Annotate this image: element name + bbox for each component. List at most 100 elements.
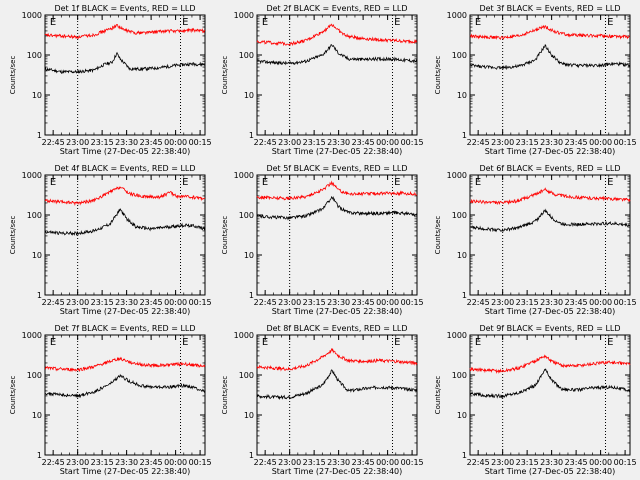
x-tick-label: 00:00 (164, 458, 187, 467)
x-tick-label: 23:00 (66, 458, 89, 467)
marker-letter: E (182, 337, 188, 348)
marker-letter: E (475, 177, 481, 188)
x-tick-label: 00:15 (401, 458, 424, 467)
y-tick-label: 1 (249, 131, 254, 140)
marker-letter: E (262, 17, 268, 28)
x-tick-label: 00:00 (164, 138, 187, 147)
plot-frame (469, 14, 631, 136)
x-axis-label: Start Time (27-Dec-05 22:38:40) (485, 467, 616, 476)
y-tick-label: 100 (239, 51, 254, 60)
lld-series-line (44, 23, 206, 40)
y-tick-label: 1 (462, 291, 467, 300)
y-tick-label: 1 (249, 451, 254, 460)
x-tick-label: 00:15 (189, 138, 212, 147)
y-tick-label: 1 (462, 451, 467, 460)
events-series-line (44, 51, 206, 74)
chart-panel-7: Det 7f BLACK = Events, RED = LLD 1 10 100 10… (9, 324, 212, 476)
x-tick-label: 22:45 (42, 458, 65, 467)
x-tick-label: 23:45 (140, 458, 163, 467)
x-tick-label: 23:15 (91, 138, 114, 147)
y-axis-label: Counts/sec (434, 56, 442, 95)
x-tick-label: 00:15 (614, 138, 637, 147)
events-series-line (44, 207, 206, 237)
marker-letter: E (475, 337, 481, 348)
y-tick-label: 1000 (22, 331, 42, 340)
marker-letter: E (607, 17, 613, 28)
chart-panel-9: Det 9f BLACK = Events, RED = LLD 1 10 100 10… (434, 324, 637, 476)
x-tick-label: 00:00 (589, 138, 612, 147)
y-tick-label: 1000 (447, 171, 467, 180)
y-tick-label: 1000 (447, 11, 467, 20)
y-tick-label: 100 (239, 371, 254, 380)
events-series-line (469, 208, 631, 233)
x-tick-label: 23:45 (352, 458, 375, 467)
y-tick-label: 1000 (234, 11, 254, 20)
x-tick-label: 00:15 (189, 458, 212, 467)
x-tick-label: 23:30 (115, 298, 138, 307)
y-axis-label: Counts/sec (221, 56, 229, 95)
y-tick-label: 10 (457, 251, 467, 260)
events-series-line (44, 373, 206, 399)
y-tick-label: 10 (32, 91, 42, 100)
plot-frame (469, 334, 631, 456)
x-tick-label: 23:45 (352, 138, 375, 147)
x-tick-label: 23:15 (516, 138, 539, 147)
x-tick-label: 23:15 (91, 458, 114, 467)
y-tick-label: 10 (457, 411, 467, 420)
events-series-line (469, 368, 631, 399)
y-tick-label: 10 (244, 91, 254, 100)
lld-series-line (469, 24, 630, 41)
x-tick-label: 00:15 (614, 458, 637, 467)
lld-series-line (469, 187, 631, 206)
x-tick-label: 00:15 (401, 298, 424, 307)
chart-panel-5: Det 5f BLACK = Events, RED = LLD 1 10 100 10… (221, 164, 424, 316)
y-tick-label: 1000 (22, 171, 42, 180)
x-tick-label: 23:15 (91, 298, 114, 307)
x-tick-label: 00:15 (401, 138, 424, 147)
y-tick-label: 100 (27, 211, 42, 220)
marker-letter: E (394, 337, 400, 348)
x-tick-label: 23:45 (565, 138, 588, 147)
y-tick-label: 10 (32, 411, 42, 420)
x-tick-label: 23:00 (491, 138, 514, 147)
y-tick-label: 1000 (234, 331, 254, 340)
x-tick-label: 23:00 (66, 138, 89, 147)
x-axis-label: Start Time (27-Dec-05 22:38:40) (485, 147, 616, 156)
marker-letter: E (50, 17, 56, 28)
marker-letter: E (50, 337, 56, 348)
x-tick-label: 23:00 (278, 298, 301, 307)
x-axis-label: Start Time (27-Dec-05 22:38:40) (272, 467, 403, 476)
lld-series-line (44, 186, 206, 206)
y-tick-label: 1000 (234, 171, 254, 180)
plot-frame (256, 334, 418, 456)
events-series-line (256, 369, 418, 401)
y-tick-label: 1000 (22, 11, 42, 20)
marker-letter: E (262, 177, 268, 188)
chart-title: Det 6f BLACK = Events, RED = LLD (479, 164, 620, 173)
x-tick-label: 23:30 (327, 298, 350, 307)
x-tick-label: 00:00 (589, 458, 612, 467)
x-tick-label: 22:45 (254, 138, 277, 147)
chart-title: Det 4f BLACK = Events, RED = LLD (54, 164, 195, 173)
lld-series-line (256, 23, 418, 47)
x-tick-label: 22:45 (467, 458, 490, 467)
x-tick-label: 22:45 (467, 298, 490, 307)
x-tick-label: 00:00 (376, 138, 399, 147)
chart-panel-8: Det 8f BLACK = Events, RED = LLD 1 10 100 10… (221, 324, 424, 476)
y-axis-label: Counts/sec (9, 56, 17, 95)
y-tick-label: 10 (244, 411, 254, 420)
y-tick-label: 1 (37, 131, 42, 140)
y-tick-label: 10 (244, 251, 254, 260)
plot-frame (256, 14, 418, 136)
x-tick-label: 23:30 (327, 458, 350, 467)
plot-frame (256, 174, 418, 296)
x-tick-label: 00:00 (376, 458, 399, 467)
y-tick-label: 1000 (447, 331, 467, 340)
y-tick-label: 10 (457, 91, 467, 100)
x-tick-label: 00:00 (376, 298, 399, 307)
x-tick-label: 23:30 (327, 138, 350, 147)
y-tick-label: 100 (452, 211, 467, 220)
x-tick-label: 22:45 (42, 298, 65, 307)
y-axis-label: Counts/sec (9, 376, 17, 415)
x-tick-label: 22:45 (254, 458, 277, 467)
